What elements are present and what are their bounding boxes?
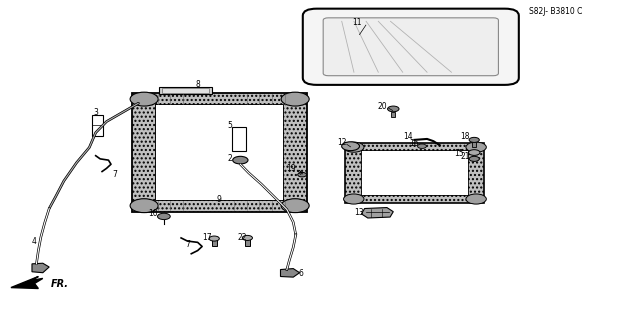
Text: S82J- B3810 C: S82J- B3810 C [529,7,582,16]
Circle shape [468,150,480,155]
Circle shape [342,142,360,151]
PathPatch shape [346,143,484,203]
Circle shape [209,236,220,241]
Bar [232,127,246,151]
Circle shape [466,142,486,152]
Circle shape [469,156,479,161]
Text: 20: 20 [378,102,387,111]
Bar [392,112,395,117]
Circle shape [298,173,307,177]
Circle shape [130,92,158,106]
Polygon shape [32,263,49,273]
Polygon shape [11,277,43,288]
Text: 19: 19 [287,164,296,173]
FancyBboxPatch shape [323,18,499,76]
PathPatch shape [132,93,307,212]
Bar [159,87,212,94]
Circle shape [130,199,158,213]
Circle shape [281,92,309,106]
Text: 18: 18 [461,132,470,141]
Text: 13: 13 [355,208,364,217]
Circle shape [469,137,479,142]
Text: 16: 16 [410,138,419,148]
Text: 22: 22 [237,234,247,242]
Text: 2: 2 [227,154,232,163]
Polygon shape [362,151,468,195]
Text: 7: 7 [185,240,190,249]
Bar [162,88,209,93]
Circle shape [388,106,399,112]
Text: 8: 8 [195,80,200,89]
Circle shape [344,142,364,152]
Text: 9: 9 [217,196,221,204]
Circle shape [233,156,248,164]
Text: 4: 4 [32,237,37,246]
Text: 17: 17 [202,234,211,242]
Polygon shape [156,105,283,200]
Bar [245,239,250,246]
Text: 14: 14 [403,132,413,141]
Polygon shape [280,269,300,277]
Bar [472,142,476,147]
Text: 10: 10 [148,209,158,219]
Bar [92,115,103,136]
Text: 12: 12 [337,137,347,147]
Text: 21: 21 [461,152,470,161]
Text: 6: 6 [298,270,303,278]
Circle shape [466,194,486,204]
Text: 15: 15 [454,149,464,158]
Text: 7: 7 [113,170,117,179]
Text: 5: 5 [227,121,232,130]
Circle shape [157,213,170,219]
Text: 11: 11 [352,19,362,27]
Circle shape [243,235,252,241]
Bar [212,239,217,246]
FancyBboxPatch shape [303,9,519,85]
Circle shape [281,199,309,213]
Polygon shape [362,208,394,218]
Circle shape [344,194,364,204]
Text: 3: 3 [93,108,98,116]
Circle shape [417,144,426,148]
Text: FR.: FR. [51,279,69,289]
